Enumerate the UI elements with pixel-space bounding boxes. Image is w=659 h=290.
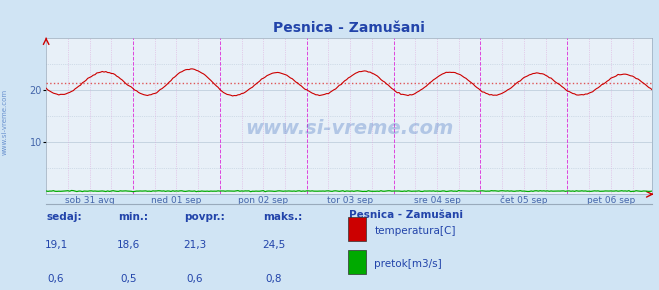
Text: temperatura[C]: temperatura[C] <box>374 226 456 236</box>
Text: povpr.:: povpr.: <box>185 212 225 222</box>
Text: 18,6: 18,6 <box>117 240 140 249</box>
Text: 0,6: 0,6 <box>186 274 203 284</box>
Text: 24,5: 24,5 <box>262 240 285 249</box>
Text: 21,3: 21,3 <box>183 240 206 249</box>
Text: 19,1: 19,1 <box>44 240 68 249</box>
Text: 0,6: 0,6 <box>47 274 65 284</box>
Text: 0,8: 0,8 <box>265 274 282 284</box>
Text: min.:: min.: <box>119 212 149 222</box>
Bar <box>348 217 366 241</box>
Text: pretok[m3/s]: pretok[m3/s] <box>374 259 442 269</box>
Text: 0,5: 0,5 <box>120 274 137 284</box>
Text: sedaj:: sedaj: <box>46 212 82 222</box>
Text: maks.:: maks.: <box>264 212 303 222</box>
Text: www.si-vreme.com: www.si-vreme.com <box>2 89 8 155</box>
Bar <box>348 250 366 274</box>
Text: Pesnica - Zamušani: Pesnica - Zamušani <box>349 210 463 220</box>
Text: www.si-vreme.com: www.si-vreme.com <box>245 119 453 138</box>
Title: Pesnica - Zamušani: Pesnica - Zamušani <box>273 21 425 35</box>
